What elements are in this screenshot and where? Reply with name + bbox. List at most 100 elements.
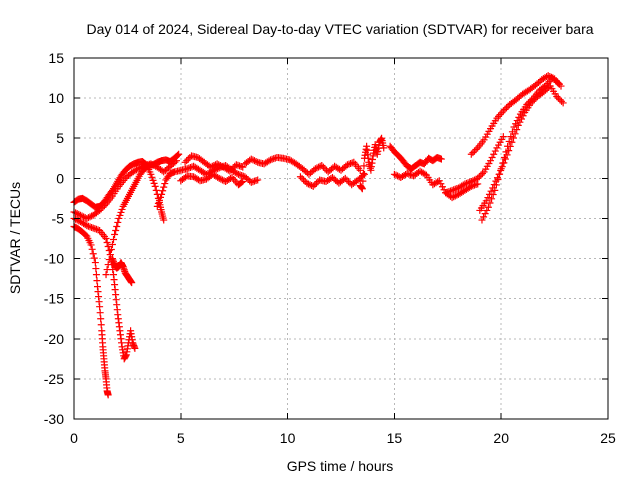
data-point [102, 271, 110, 279]
data-point [467, 178, 475, 186]
data-point [491, 186, 499, 194]
data-point [492, 181, 500, 189]
data-point [344, 178, 352, 186]
data-point [359, 170, 367, 178]
data-point [215, 174, 223, 182]
data-point [99, 203, 107, 211]
data-point [238, 178, 246, 186]
data-point [232, 161, 240, 169]
data-point [159, 187, 167, 195]
data-point [483, 206, 491, 214]
data-point [446, 187, 454, 195]
data-point [103, 239, 111, 247]
y-tick-label: 10 [48, 90, 64, 106]
data-point [182, 173, 190, 181]
data-point [75, 210, 83, 218]
data-point [343, 161, 351, 169]
data-point [462, 179, 470, 187]
data-point [499, 133, 507, 141]
data-point [148, 173, 156, 181]
data-point [524, 99, 532, 107]
y-tick-label: 0 [56, 170, 64, 186]
data-point [319, 163, 327, 171]
series-arc-l [356, 134, 388, 193]
data-point [226, 167, 234, 175]
data-point [217, 175, 225, 183]
data-point [298, 174, 306, 182]
series-arc-h [177, 170, 247, 189]
data-point [500, 153, 508, 161]
data-point [487, 157, 495, 165]
data-point [501, 105, 509, 113]
series-arc-q [478, 74, 563, 224]
data-point [89, 250, 97, 258]
data-point [544, 72, 552, 80]
data-point [445, 188, 453, 196]
data-point [215, 161, 223, 169]
data-point [313, 164, 321, 172]
data-point [83, 222, 91, 230]
data-point [88, 245, 96, 253]
data-point [183, 165, 191, 173]
data-point [86, 213, 94, 221]
data-point [394, 172, 402, 180]
data-point [87, 241, 95, 249]
data-point [112, 226, 120, 234]
x-tick-label: 15 [387, 430, 403, 446]
data-point [114, 218, 122, 226]
data-point [185, 164, 193, 172]
data-point [118, 205, 126, 213]
data-point [116, 211, 124, 219]
data-point [559, 99, 567, 107]
data-point [540, 82, 548, 90]
data-point [96, 309, 104, 317]
data-point [312, 179, 320, 187]
data-point [234, 170, 242, 178]
data-point [90, 254, 98, 262]
data-point [173, 157, 181, 165]
data-point [213, 160, 221, 168]
data-point [437, 155, 445, 163]
x-axis-label: GPS time / hours [287, 458, 394, 474]
data-point [216, 161, 224, 169]
data-point [237, 163, 245, 171]
data-point [408, 171, 416, 179]
data-point [459, 181, 467, 189]
data-point [303, 179, 311, 187]
data-point [472, 145, 480, 153]
y-tick-label: -5 [52, 210, 65, 226]
data-point [249, 178, 257, 186]
data-point [474, 174, 482, 182]
data-point [437, 180, 445, 188]
data-point [392, 171, 400, 179]
x-tick-label: 0 [70, 430, 78, 446]
data-point [360, 170, 368, 178]
data-point [238, 172, 246, 180]
data-point [73, 216, 81, 224]
data-point [249, 156, 257, 164]
data-point [233, 169, 241, 177]
data-point [150, 161, 158, 169]
data-point [224, 166, 232, 174]
data-point [479, 170, 487, 178]
data-point [267, 156, 275, 164]
data-point [250, 157, 258, 165]
data-point [108, 241, 116, 249]
data-point [91, 259, 99, 267]
series-arc-i [181, 152, 247, 175]
data-point [347, 159, 355, 167]
data-point [390, 170, 398, 178]
data-point [513, 117, 521, 125]
data-point [110, 236, 118, 244]
data-point [152, 186, 160, 194]
data-point [442, 189, 450, 197]
data-point [497, 165, 505, 173]
data-point [558, 97, 566, 105]
data-point [304, 180, 312, 188]
data-point [469, 177, 477, 185]
data-point [359, 177, 367, 185]
data-point [450, 186, 458, 194]
data-point [210, 161, 218, 169]
data-point [160, 183, 168, 191]
data-point [318, 161, 326, 169]
